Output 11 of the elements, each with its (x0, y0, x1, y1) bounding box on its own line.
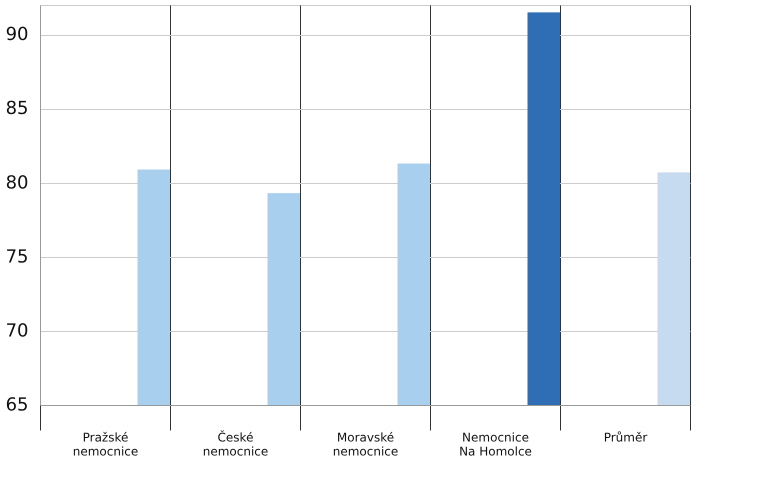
y-tick-label: 65 (6, 394, 28, 416)
y-tick-label: 90 (6, 24, 28, 46)
y-tick-label: 80 (6, 172, 28, 194)
x-tick-label: Pražské nemocnice (72, 430, 138, 458)
y-tick-label: 70 (6, 320, 28, 342)
x-tick-label: České nemocnice (202, 430, 268, 458)
x-tick-label: Průměr (604, 430, 648, 444)
y-tick-label: 75 (6, 246, 28, 268)
y-tick-label: 85 (6, 98, 28, 120)
x-tick-label: Nemocnice Na Homolce (459, 430, 532, 458)
x-tick-label: Moravské nemocnice (332, 430, 398, 458)
